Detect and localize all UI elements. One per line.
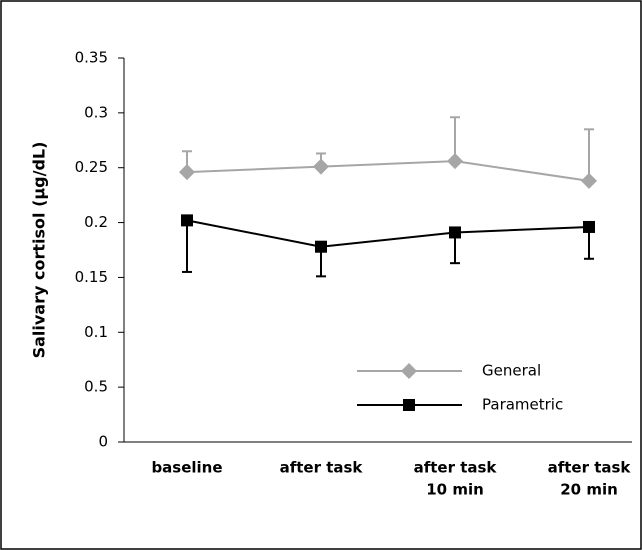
series-line: [186, 219, 590, 248]
legend-marker: [403, 399, 415, 411]
x-tick-label: baseline: [151, 459, 222, 477]
data-point: [315, 240, 327, 253]
x-tick-label: 10 min: [426, 481, 484, 499]
x-tick-label: 20 min: [560, 481, 618, 499]
x-tick-label: after task: [548, 459, 632, 477]
series-line: [186, 160, 590, 182]
y-tick-label: 0.15: [75, 268, 108, 286]
data-point: [447, 153, 463, 170]
y-tick-label: 0.1: [84, 323, 108, 341]
x-tick-label: after task: [280, 459, 364, 477]
y-axis-label: Salivary cortisol (µg/dL): [30, 142, 49, 359]
data-point: [181, 214, 193, 227]
legend-label: Parametric: [482, 396, 563, 414]
y-tick-label: 0.2: [84, 213, 108, 231]
data-point: [179, 164, 195, 181]
y-tick-label: 0: [98, 433, 108, 451]
data-point: [313, 158, 329, 175]
data-point: [581, 172, 597, 189]
x-tick-label: after task: [414, 459, 498, 477]
legend-marker: [401, 363, 417, 379]
y-tick-label: 0.25: [75, 158, 108, 176]
y-tick-label: 0.35: [75, 49, 108, 67]
y-tick-label: 0.5: [84, 378, 108, 396]
y-tick-label: 0.3: [84, 103, 108, 121]
data-point: [449, 226, 461, 239]
data-point: [583, 220, 595, 233]
legend-label: General: [482, 362, 541, 380]
